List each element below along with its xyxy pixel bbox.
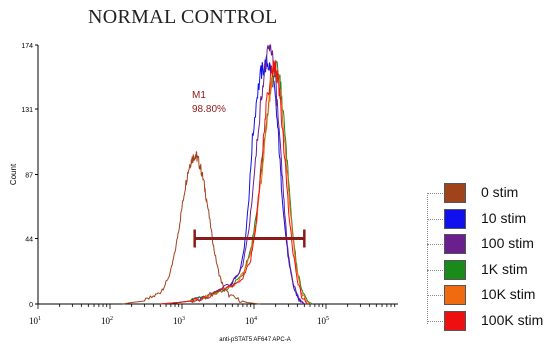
legend-swatch xyxy=(444,183,466,203)
y-tick-label: 131 xyxy=(21,107,33,114)
legend: 0 stim 10 stim 100 stim 1K stim 10K stim 100K… xyxy=(427,183,557,339)
gate-name-label: M1 xyxy=(192,90,206,101)
legend-swatch xyxy=(444,208,466,229)
legend-label: 10 stim xyxy=(481,209,527,226)
gate-percent-label: 98.80% xyxy=(192,104,226,115)
legend-item: 0 stim xyxy=(444,183,557,205)
legend-item: 1K stim xyxy=(444,259,557,282)
legend-connector xyxy=(427,320,443,322)
legend-swatch xyxy=(444,259,466,280)
series-line-100k-stim xyxy=(160,60,308,305)
legend-label: 100K stim xyxy=(481,311,544,328)
x-tick-label: 103 xyxy=(173,316,185,326)
y-tick-label: 44 xyxy=(25,237,33,244)
y-axis-label: Count xyxy=(9,163,18,185)
legend-swatch xyxy=(444,234,466,254)
legend-connector xyxy=(427,244,443,245)
x-axis-label: anti-pSTAT5 AF647 APC-A xyxy=(219,337,290,343)
x-tick-label: 104 xyxy=(245,316,257,326)
x-tick-label: 102 xyxy=(101,316,113,326)
legend-connector xyxy=(427,193,443,194)
legend-bracket xyxy=(427,193,436,324)
series-line-0-stim xyxy=(122,151,260,305)
x-tick-label: 101 xyxy=(29,316,41,326)
y-tick-label: 0 xyxy=(29,302,33,309)
chart-title: NORMAL CONTROL xyxy=(88,6,278,28)
y-tick-label: 174 xyxy=(21,43,33,50)
legend-swatch xyxy=(444,285,466,305)
legend-item: 10K stim xyxy=(444,285,557,307)
y-tick-label: 87 xyxy=(25,173,33,180)
legend-swatch xyxy=(444,310,466,331)
x-tick-label: 105 xyxy=(317,316,329,326)
legend-label: 100 stim xyxy=(481,235,534,251)
legend-connector xyxy=(427,295,443,296)
legend-label: 0 stim xyxy=(481,184,519,200)
series-line-100-stim xyxy=(160,44,305,305)
legend-label: 1K stim xyxy=(481,260,528,277)
legend-item: 100 stim xyxy=(444,234,557,256)
legend-connector xyxy=(427,269,443,271)
legend-item: 100K stim xyxy=(444,310,557,333)
legend-connector xyxy=(427,218,443,220)
legend-item: 10 stim xyxy=(444,208,557,231)
legend-label: 10K stim xyxy=(481,286,536,302)
series-line-10k-stim xyxy=(160,62,312,305)
